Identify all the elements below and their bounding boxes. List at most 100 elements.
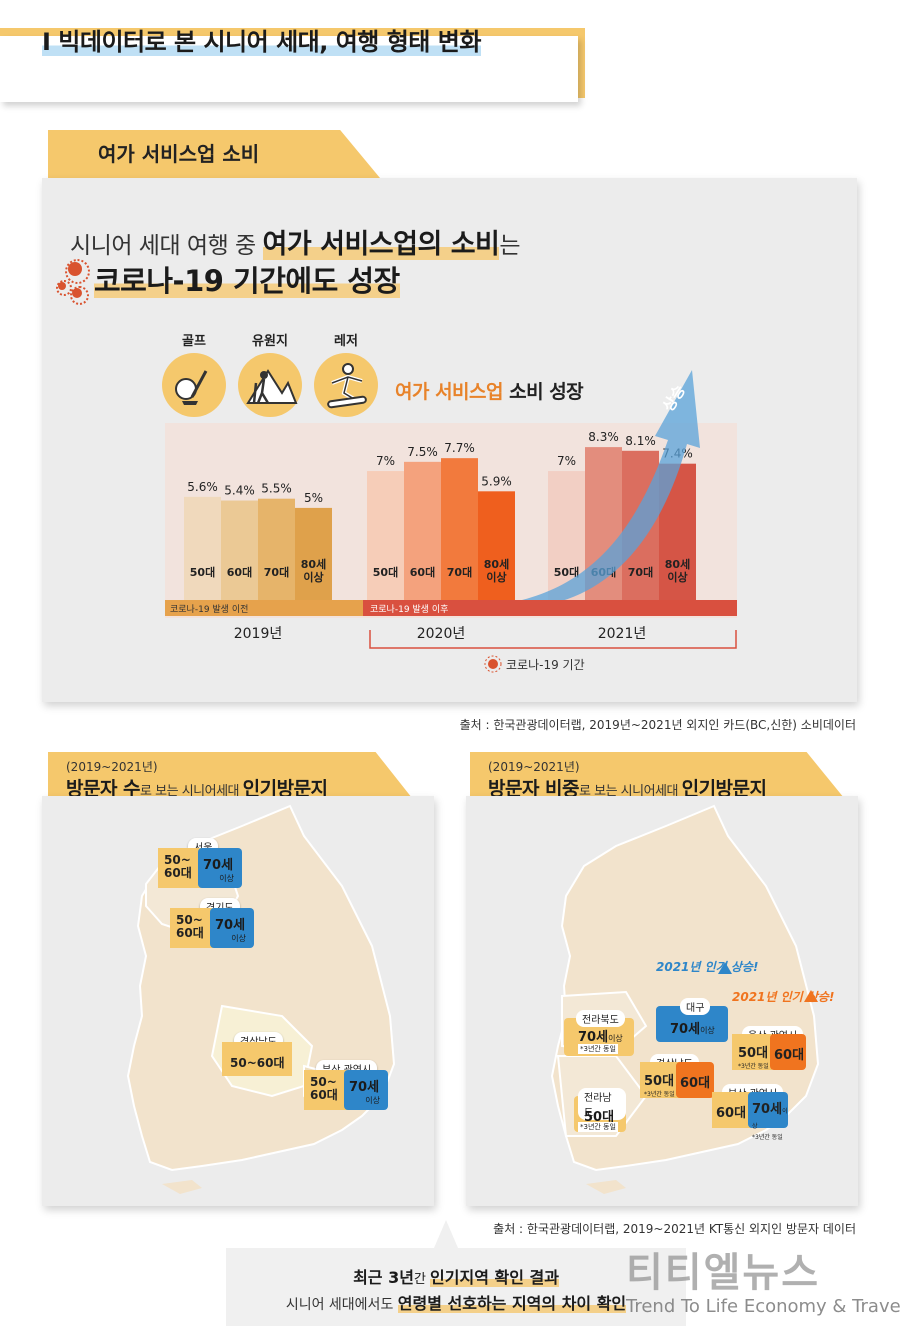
island-jeju <box>162 1180 202 1194</box>
summary-line1: 최근 3년간 인기지역 확인 결과 <box>353 1268 559 1287</box>
source-note-1: 출처 : 한국관광데이터랩, 2019년~2021년 외지인 카드(BC,신한)… <box>459 718 856 732</box>
growth-label: 여가 서비스업 소비 성장 <box>395 381 584 403</box>
bar-2020년-0 <box>367 471 404 600</box>
visitor-ratio-title: 방문자 비중로 보는 시니어세대 인기방문지 <box>488 778 767 800</box>
visitor-count-title: 방문자 수로 보는 시니어세대 인기방문지 <box>66 778 328 800</box>
bar-category-label: 80세 <box>484 557 509 571</box>
virus-icon <box>56 280 72 296</box>
bar-category-label: 60대 <box>410 565 435 579</box>
pin-gyeongnam: 경상남도 50~60대 <box>222 1032 292 1076</box>
bar-value-label: 7% <box>557 454 576 468</box>
bar-category-label: 80세 <box>665 557 690 571</box>
callout-blue: 2021년 인기 상승! <box>656 960 759 974</box>
bar-value-label: 5% <box>304 491 323 505</box>
arrow-up-icon <box>804 990 818 1002</box>
pin-age-yellow: 50~60대 <box>222 1042 292 1076</box>
pin-region: 전라남도 <box>578 1088 626 1120</box>
pin-seoul: 서울 50~ 60대 70세이상 <box>158 838 250 888</box>
watermark-logo: 티티엘뉴스 Trend To Life Economy & Travel <box>626 1250 900 1318</box>
island-jeju <box>586 1180 626 1194</box>
pin-age-orange: 60대 <box>676 1062 714 1098</box>
activity-leisure: 레저 <box>314 330 378 417</box>
bar-category-label: 70대 <box>264 565 289 579</box>
post-covid-band <box>363 600 737 616</box>
hiking-icon <box>238 353 302 417</box>
year-label: 2020년 <box>417 626 466 642</box>
covid-bracket <box>369 630 737 649</box>
bar-category-label: 50대 <box>190 565 215 579</box>
pin-age-yellow: 50대 *3년간 동일 <box>732 1034 772 1070</box>
pin-region: 대구 <box>680 998 711 1015</box>
year-range: (2019~2021년) <box>488 760 580 774</box>
virus-icon <box>484 655 502 673</box>
pre-covid-label: 코로나-19 발생 이전 <box>170 604 248 615</box>
bar-value-label: 5.9% <box>481 474 512 488</box>
bar-2020년-1 <box>404 461 441 600</box>
bar-value-label: 7.5% <box>407 445 438 459</box>
bar-value-label: 5.5% <box>261 482 292 496</box>
pin-age-orange: 60대 <box>770 1034 806 1070</box>
bar-category-label: 80세 <box>301 557 326 571</box>
bar-value-label: 5.4% <box>224 484 255 498</box>
pin-age-blue: 70세이상 *3년간 동일 <box>748 1092 788 1141</box>
pin-busan-right: 부산 광역시 60대 70세이상*3년간 동일 <box>712 1084 792 1141</box>
watermark-sub: Trend To Life Economy & Travel <box>626 1296 900 1317</box>
covid-period-label: 코로나-19 기간 <box>506 658 585 672</box>
pin-age-blue: 70세 이상 <box>198 848 242 888</box>
bar-category-label: 이상 <box>667 570 687 584</box>
bar-category-label: 이상 <box>486 570 506 584</box>
year-label: 2019년 <box>234 626 283 642</box>
pin-age-yellow: 60대 <box>712 1092 752 1128</box>
callout-orange: 2021년 인기 상승! <box>732 990 835 1004</box>
pin-age-blue: 70세 이상 <box>210 908 254 948</box>
pre-covid-band <box>165 600 363 616</box>
pin-age-blue: 70세 이상 <box>344 1070 388 1110</box>
pin-note: *3년간 동일 <box>578 1122 618 1132</box>
bar-2019년-2 <box>258 498 295 600</box>
bar-2019년-1 <box>221 500 258 600</box>
pin-age: 70세이상 <box>670 1022 715 1037</box>
pin-age-yellow: 50~ 60대 <box>170 908 216 948</box>
visitor-count-map-panel: 서울 50~ 60대 70세이상 경기도 50~ 60대 70세이상 경상남도 … <box>42 796 434 1206</box>
bar-category-label: 70대 <box>628 565 653 579</box>
activity-label: 레저 <box>334 334 358 349</box>
pin-jeonbuk: 전라북도 70세이상 *3년간 동일 <box>564 1010 634 1056</box>
pin-age-yellow: 50~ 60대 <box>158 848 204 888</box>
pin-gyeonggi: 경기도 50~ 60대 70세이상 <box>170 898 262 948</box>
summary-line2: 시니어 세대에서도 연령별 선호하는 지역의 차이 확인 <box>285 1294 627 1313</box>
bar-category-label: 50대 <box>554 565 579 579</box>
pin-jeonnam: 전라남도 50대 *3년간 동일 <box>574 1088 626 1132</box>
pin-age: 70세이상 <box>578 1030 623 1045</box>
bar-value-label: 8.1% <box>625 434 656 448</box>
virus-icon <box>488 659 498 669</box>
bar-category-label: 70대 <box>447 565 472 579</box>
page-title: I 빅데이터로 본 시니어 세대, 여행 형태 변화 <box>42 28 481 56</box>
bar-value-label: 5.6% <box>187 480 218 494</box>
activity-park: 유원지 <box>238 330 302 417</box>
section1-headline: 시니어 세대 여행 중 여가 서비스업의 소비는 <box>70 229 521 260</box>
bar-2019년-0 <box>184 496 221 600</box>
virus-icon <box>64 258 90 284</box>
bar-value-label: 8.3% <box>588 430 619 444</box>
pin-busan: 부산 광역시 50~ 60대 70세이상 <box>304 1060 398 1110</box>
pin-note: *3년간 동일 <box>578 1044 618 1054</box>
rising-arrow <box>522 370 700 606</box>
visitor-ratio-tab: (2019~2021년) 방문자 비중로 보는 시니어세대 인기방문지 <box>470 752 844 798</box>
activity-label: 골프 <box>182 334 206 349</box>
summary-box: 최근 3년간 인기지역 확인 결과 시니어 세대에서도 연령별 선호하는 지역의… <box>226 1248 686 1326</box>
arrow-up-icon <box>718 962 732 974</box>
virus-icon <box>69 285 89 305</box>
watermark-main: 티티엘뉴스 <box>626 1250 820 1296</box>
activity-label: 유원지 <box>252 334 288 349</box>
pin-daegu: 대구 70세이상 <box>656 998 728 1042</box>
post-covid-label: 코로나-19 발생 이후 <box>370 604 448 615</box>
visitor-ratio-map-panel: 2021년 인기 상승! 2021년 인기 상승! 대구 70세이상 전라북도 … <box>466 796 858 1206</box>
pin-age-yellow: 50대 *3년간 동일 <box>640 1062 680 1098</box>
snowboard-icon <box>314 353 378 417</box>
year-range: (2019~2021년) <box>66 760 158 774</box>
summary-notch <box>434 1220 458 1248</box>
bar-2019년-3 <box>295 507 332 600</box>
golf-icon <box>162 353 226 417</box>
